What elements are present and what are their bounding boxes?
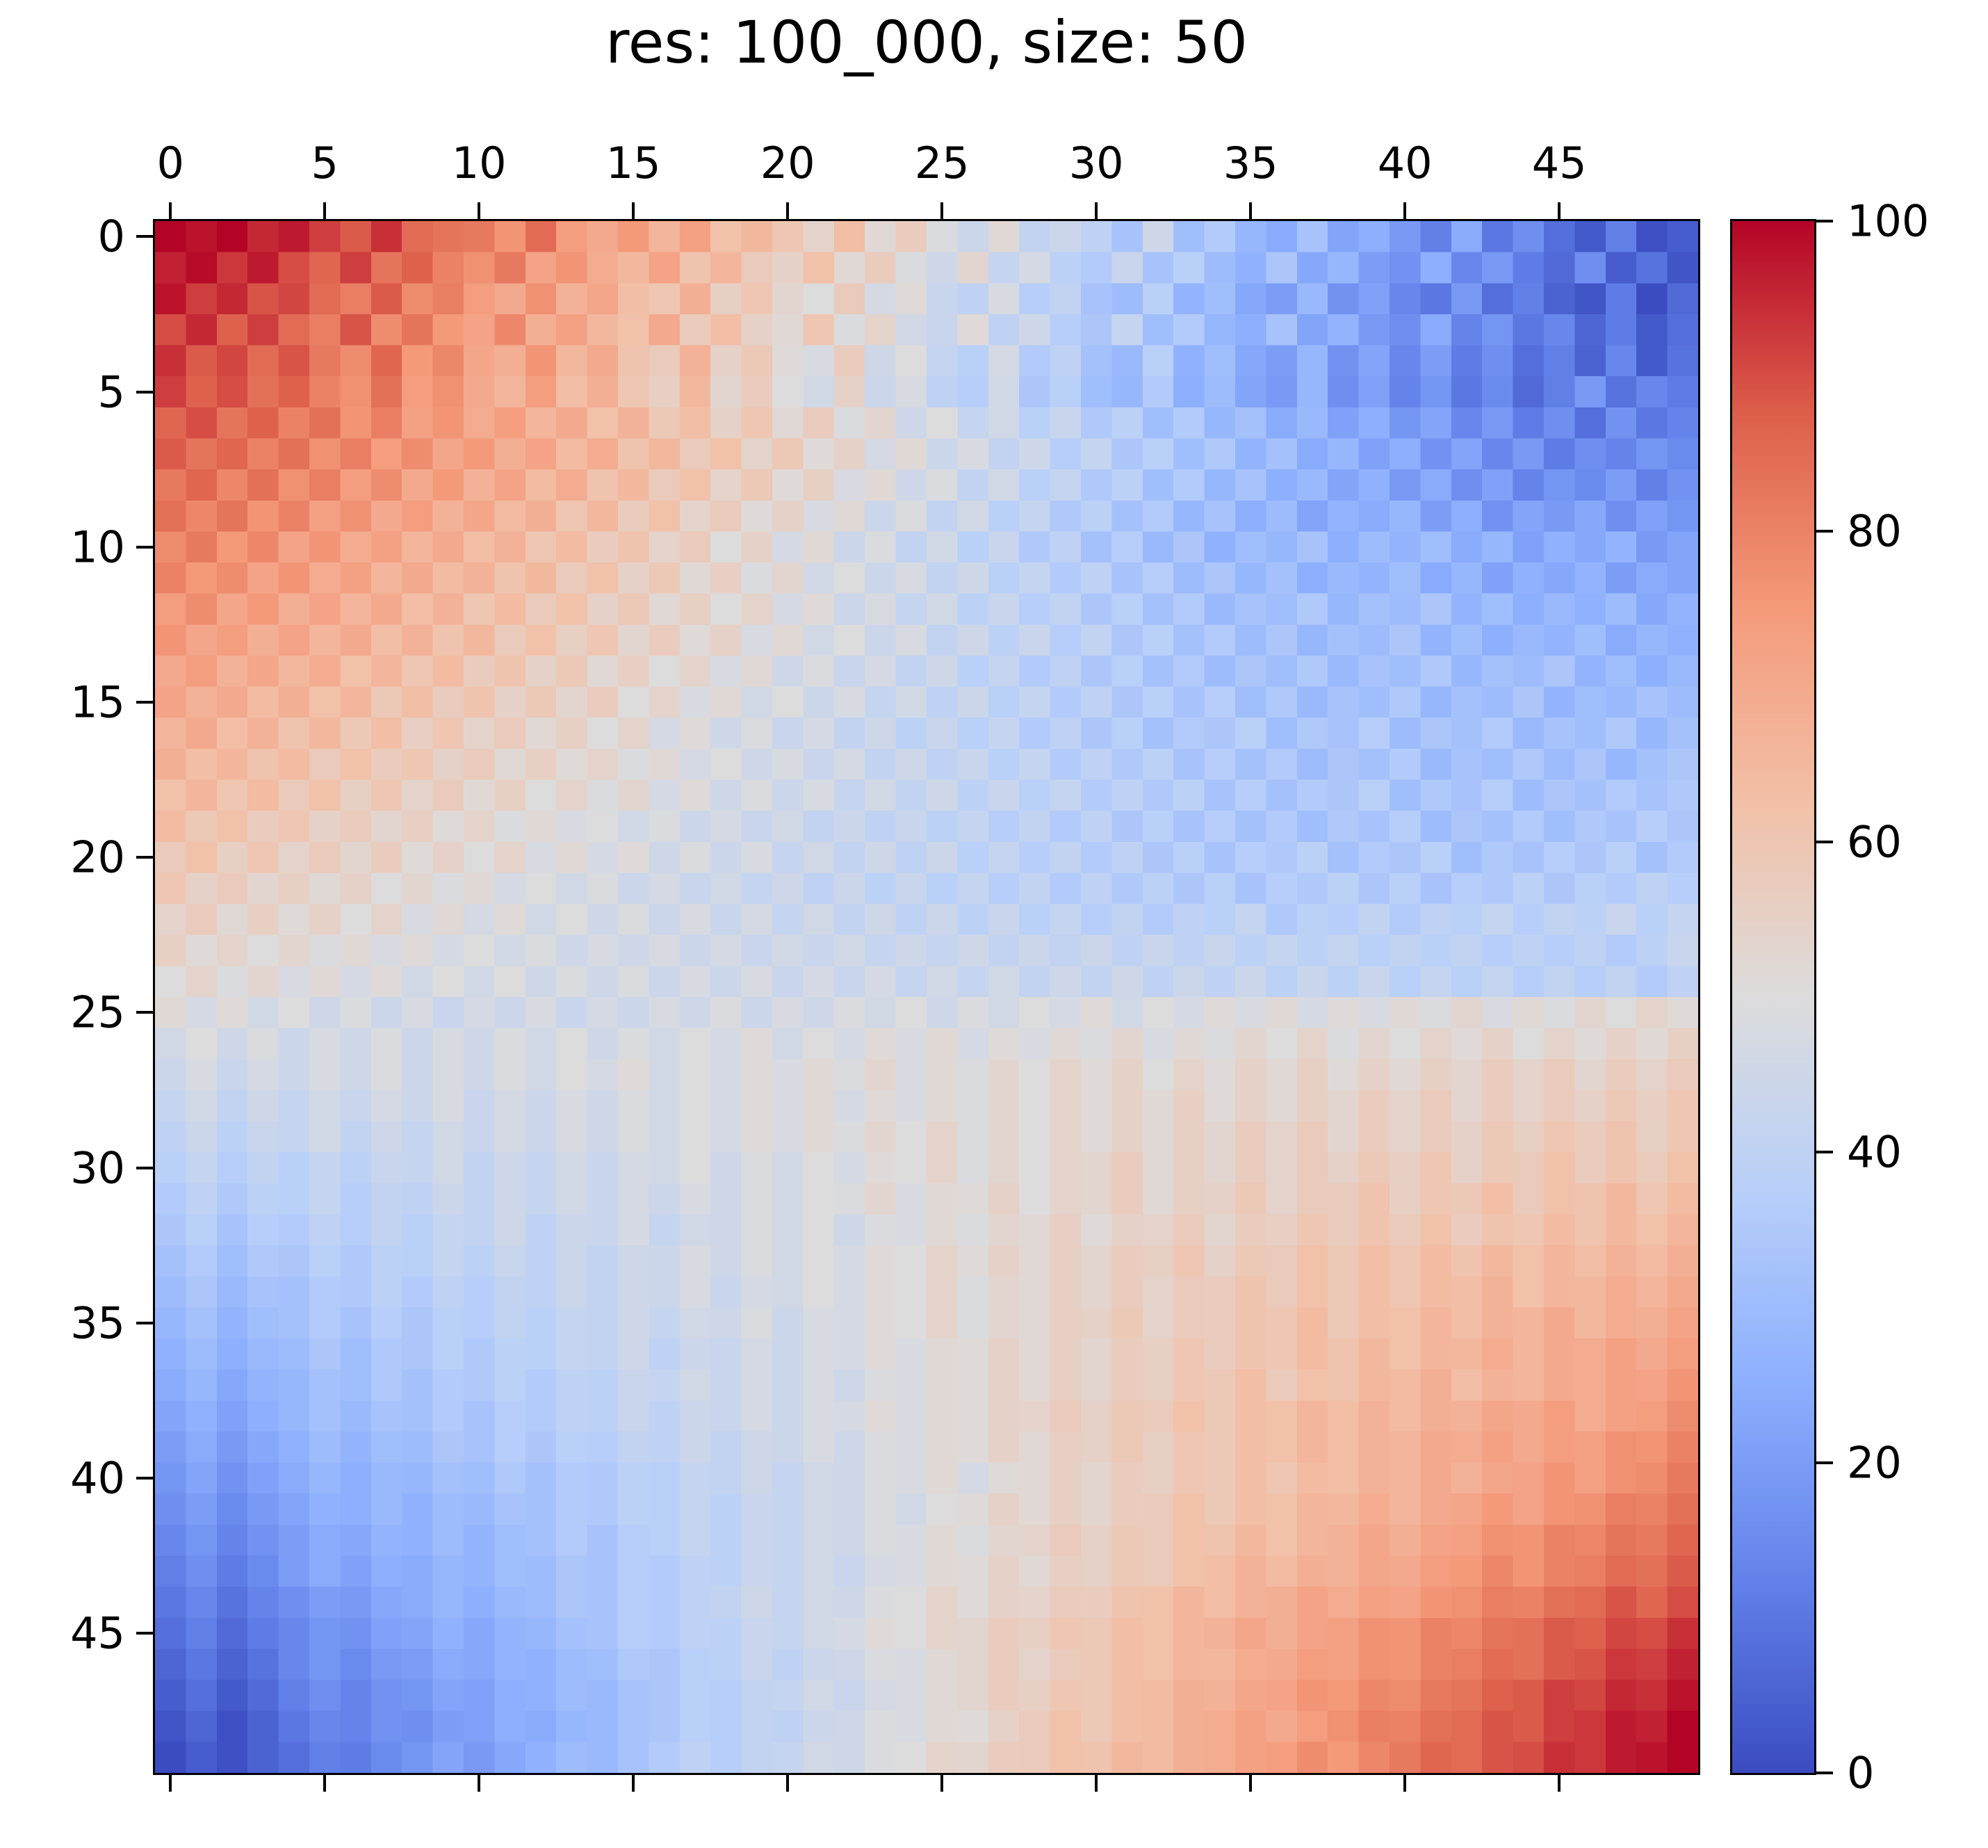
y-axis-tick-mark (136, 1476, 153, 1480)
x-axis-tick-label: 25 (914, 138, 970, 188)
y-axis-tick-label: 5 (97, 366, 125, 418)
x-axis-tick-mark (1403, 202, 1407, 219)
colorbar-tick-label: 60 (1847, 816, 1902, 868)
colorbar-tick-label: 20 (1847, 1437, 1902, 1489)
colorbar-tick-label: 80 (1847, 505, 1902, 557)
y-axis-tick-label: 15 (70, 676, 125, 728)
x-axis-tick-label: 0 (156, 138, 184, 188)
colorbar-tick-mark (1816, 530, 1833, 533)
x-axis-tick-mark (169, 202, 172, 219)
y-axis-tick-label: 35 (70, 1297, 125, 1349)
x-axis-tick-mark (632, 202, 635, 219)
x-axis-tick-label: 20 (760, 138, 815, 188)
x-axis-bottom-tick-mark (478, 1775, 481, 1792)
x-axis-bottom-tick-mark (323, 1775, 327, 1792)
colorbar-tick-mark (1816, 1151, 1833, 1154)
y-axis-tick-mark (136, 1011, 153, 1014)
x-axis-bottom-tick-mark (1249, 1775, 1253, 1792)
colorbar-tick-mark (1816, 840, 1833, 843)
x-axis-tick-label: 30 (1068, 138, 1124, 188)
y-axis-tick-mark (136, 1321, 153, 1324)
x-axis-tick-mark (786, 202, 790, 219)
x-axis-tick-label: 35 (1223, 138, 1278, 188)
y-axis-tick-mark (136, 1166, 153, 1169)
x-axis-tick-label: 10 (451, 138, 507, 188)
x-axis-bottom-tick-mark (1095, 1775, 1098, 1792)
x-axis-tick-mark (940, 202, 944, 219)
x-axis-tick-mark (1095, 202, 1098, 219)
x-axis-tick-mark (1558, 202, 1561, 219)
heatmap-canvas (155, 221, 1698, 1773)
x-axis-tick-mark (323, 202, 327, 219)
y-axis-tick-label: 0 (97, 211, 125, 262)
y-axis-tick-mark (136, 700, 153, 704)
y-axis-tick-mark (136, 856, 153, 859)
y-axis-tick-mark (136, 1632, 153, 1635)
colorbar-tick-mark (1816, 1461, 1833, 1464)
x-axis-tick-mark (478, 202, 481, 219)
y-axis-tick-label: 40 (70, 1452, 125, 1504)
x-axis-bottom-tick-mark (1403, 1775, 1407, 1792)
y-axis-tick-label: 10 (70, 521, 125, 573)
y-axis-tick-label: 30 (70, 1142, 125, 1194)
colorbar (1730, 219, 1816, 1775)
x-axis-tick-mark (1249, 202, 1253, 219)
x-axis-tick-label: 40 (1377, 138, 1433, 188)
colorbar-tick-label: 40 (1847, 1126, 1902, 1178)
colorbar-tick-mark (1816, 1772, 1833, 1774)
colorbar-tick-label: 100 (1847, 195, 1930, 247)
x-axis-bottom-tick-mark (786, 1775, 790, 1792)
y-axis-tick-mark (136, 545, 153, 549)
y-axis-tick-mark (136, 235, 153, 238)
y-axis-tick-mark (136, 390, 153, 394)
y-axis-tick-label: 45 (70, 1607, 125, 1659)
x-axis-bottom-tick-mark (1558, 1775, 1561, 1792)
x-axis-tick-label: 5 (311, 138, 339, 188)
x-axis-bottom-tick-mark (632, 1775, 635, 1792)
y-axis-tick-label: 20 (70, 832, 125, 883)
x-axis-bottom-tick-mark (940, 1775, 944, 1792)
x-axis-tick-label: 45 (1531, 138, 1587, 188)
x-axis-tick-label: 15 (605, 138, 661, 188)
x-axis-bottom-tick-mark (169, 1775, 172, 1792)
colorbar-tick-mark (1816, 220, 1833, 222)
colorbar-tick-label: 0 (1847, 1747, 1875, 1799)
chart-title: res: 100_000, size: 50 (605, 8, 1248, 76)
y-axis-tick-label: 25 (70, 987, 125, 1038)
